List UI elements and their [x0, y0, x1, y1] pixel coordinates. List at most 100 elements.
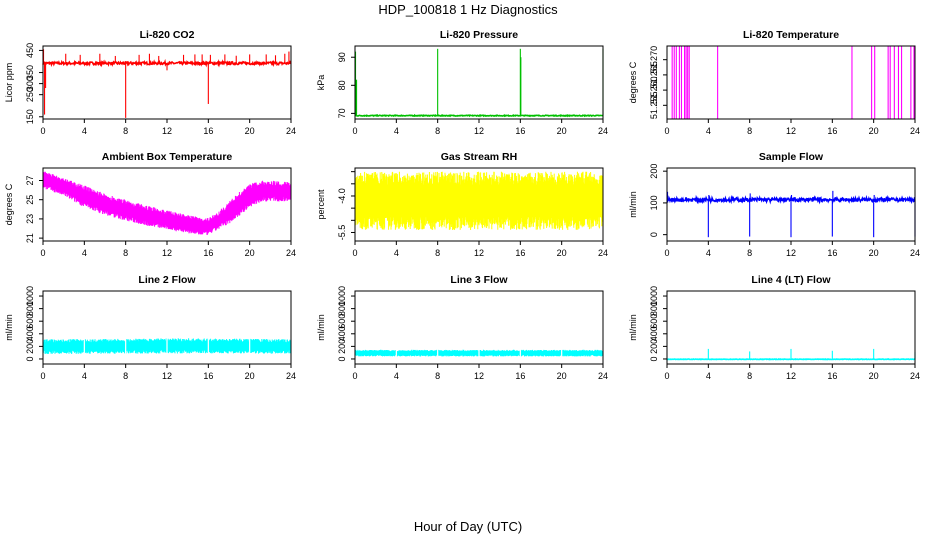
y-tick-label: 51.260	[649, 76, 659, 104]
x-tick-label: 20	[245, 371, 255, 381]
panel-title: Line 2 Flow	[138, 274, 196, 286]
y-tick-label: 70	[337, 108, 347, 118]
x-tick-label: 16	[515, 126, 525, 136]
y-tick-label: 51.270	[649, 46, 659, 74]
x-tick-label: 8	[123, 248, 128, 258]
series-band	[42, 171, 292, 236]
x-tick-label: 4	[394, 248, 399, 258]
panel-title: Ambient Box Temperature	[102, 151, 233, 163]
y-tick-label: 400	[25, 326, 35, 341]
y-tick-label: 80	[337, 80, 347, 90]
x-tick-label: 16	[515, 371, 525, 381]
x-tick-label: 24	[910, 371, 920, 381]
y-axis-label: ml/min	[628, 314, 638, 341]
series-marks	[42, 338, 292, 355]
series-fill	[355, 184, 603, 218]
y-tick-label: 100	[649, 195, 659, 210]
x-tick-label: 8	[123, 126, 128, 136]
x-tick-label: 12	[786, 126, 796, 136]
x-tick-label: 12	[162, 371, 172, 381]
x-tick-label: 12	[786, 248, 796, 258]
y-axis-label: percent	[316, 189, 326, 220]
x-tick-label: 12	[474, 126, 484, 136]
y-axis-label: degrees C	[628, 61, 638, 103]
y-tick-label: 400	[337, 326, 347, 341]
x-tick-label: 20	[557, 126, 567, 136]
y-tick-label: 800	[337, 301, 347, 316]
x-tick-label: 20	[557, 248, 567, 258]
x-tick-label: 8	[435, 126, 440, 136]
y-tick-label: 51.255	[649, 92, 659, 120]
x-tick-label: 12	[474, 371, 484, 381]
x-tick-label: 0	[40, 248, 45, 258]
x-tick-label: 24	[286, 371, 296, 381]
x-tick-label: 0	[352, 248, 357, 258]
y-tick-label: 200	[337, 339, 347, 354]
y-tick-label: 51.265	[649, 61, 659, 89]
series-marks	[354, 171, 604, 231]
y-axis-label: ml/min	[316, 314, 326, 341]
y-tick-label: 1000	[337, 286, 347, 306]
x-tick-label: 4	[706, 248, 711, 258]
chart-panel: Li-820 Pressure 0 4 8 12 16 20 24 70 80 90 kPa	[316, 29, 608, 136]
x-tick-label: 8	[123, 371, 128, 381]
y-axis-label: degrees C	[4, 183, 14, 225]
y-tick-label: 300	[25, 76, 35, 91]
y-tick-label: 25	[25, 195, 35, 205]
x-tick-label: 20	[869, 371, 879, 381]
y-tick-label: -4.0	[337, 188, 347, 204]
x-tick-label: 20	[869, 126, 879, 136]
x-tick-label: 16	[203, 248, 213, 258]
y-tick-label: 200	[25, 339, 35, 354]
series-line	[354, 113, 604, 118]
series-marks	[354, 48, 604, 118]
y-tick-label: 1000	[649, 286, 659, 306]
chart-panel: Ambient Box Temperature 0 4 8 12 16 20 24 21 23 25…	[4, 151, 296, 258]
y-axis-label: ml/min	[628, 191, 638, 218]
y-tick-label: 600	[25, 314, 35, 329]
x-tick-label: 24	[598, 126, 608, 136]
x-tick-label: 24	[286, 126, 296, 136]
panel-title: Line 4 (LT) Flow	[751, 274, 831, 286]
x-tick-label: 12	[474, 248, 484, 258]
x-tick-label: 0	[40, 371, 45, 381]
series-marks	[666, 348, 916, 361]
y-axis-label: kPa	[316, 75, 326, 91]
x-tick-label: 16	[515, 248, 525, 258]
x-tick-label: 12	[162, 248, 172, 258]
x-tick-label: 8	[435, 371, 440, 381]
x-tick-label: 20	[245, 248, 255, 258]
series-fill	[43, 174, 291, 232]
x-tick-label: 8	[435, 248, 440, 258]
y-axis-label: ml/min	[4, 314, 14, 341]
x-tick-label: 4	[706, 371, 711, 381]
x-tick-label: 8	[747, 126, 752, 136]
x-tick-label: 4	[82, 371, 87, 381]
x-tick-label: 16	[203, 126, 213, 136]
y-tick-label: 27	[25, 175, 35, 185]
x-tick-label: 16	[827, 126, 837, 136]
x-tick-label: 24	[598, 248, 608, 258]
panel-title: Sample Flow	[759, 151, 824, 163]
y-tick-label: -5.5	[337, 225, 347, 241]
chart-panel: Gas Stream RH 0 4 8 12 16 20 24 -5.5 -4.0 percent	[316, 151, 608, 258]
chart-panel: Sample Flow 0 4 8 12 16 20 24 0 100 200 ml/min	[628, 151, 920, 258]
y-tick-label: 0	[337, 356, 347, 361]
x-tick-label: 20	[557, 371, 567, 381]
x-tick-label: 12	[162, 126, 172, 136]
x-tick-label: 4	[394, 371, 399, 381]
y-tick-label: 0	[649, 356, 659, 361]
x-tick-label: 0	[664, 126, 669, 136]
x-tick-label: 24	[598, 371, 608, 381]
y-tick-label: 200	[649, 164, 659, 179]
x-tick-label: 0	[664, 248, 669, 258]
panel-title: Li-820 Temperature	[743, 29, 839, 41]
y-tick-label: 800	[649, 301, 659, 316]
x-tick-label: 4	[706, 126, 711, 136]
x-tick-label: 16	[827, 248, 837, 258]
y-axis-label: Licor ppm	[4, 63, 14, 103]
x-tick-label: 0	[664, 371, 669, 381]
